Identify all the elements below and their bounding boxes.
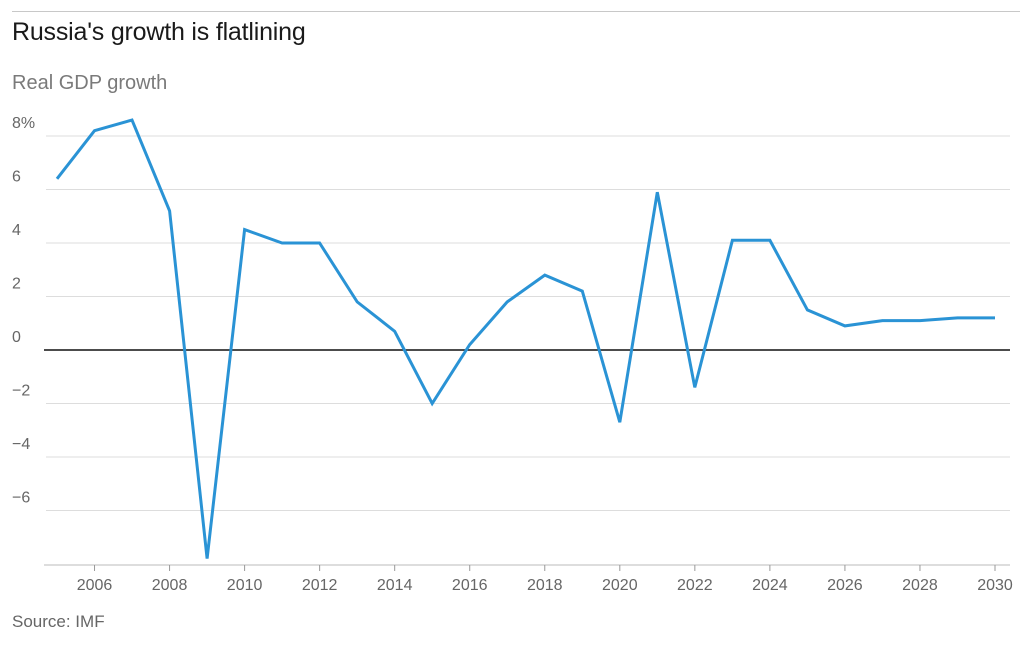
y-tick-label: −6 — [12, 490, 30, 507]
series-layer — [55, 118, 995, 559]
y-tick-label: 0 — [12, 329, 21, 346]
y-tick-label: 4 — [12, 222, 21, 239]
x-tick-label: 2006 — [77, 577, 113, 594]
x-tick-label: 2022 — [677, 577, 713, 594]
x-tick-label: 2014 — [377, 577, 413, 594]
x-tick-label: 2020 — [602, 577, 638, 594]
x-axis-ticks: 2006 2008 2010 2012 2014 2016 2018 2020 2022 2024… — [77, 565, 1013, 594]
y-tick-label: −2 — [12, 383, 30, 400]
gridlines — [44, 135, 1010, 566]
y-tick-label: 8% — [12, 115, 35, 132]
y-tick-label: 2 — [12, 276, 21, 293]
x-tick-label: 2016 — [452, 577, 488, 594]
x-tick-label: 2010 — [227, 577, 263, 594]
x-tick-label: 2012 — [302, 577, 338, 594]
x-tick-label: 2018 — [527, 577, 563, 594]
y-axis-ticks: 8% 6 4 2 0 −2 −4 −6 — [12, 115, 35, 507]
x-tick-label: 2030 — [977, 577, 1013, 594]
chart-title: Russia's growth is flatlining — [12, 18, 306, 46]
x-tick-label: 2028 — [902, 577, 938, 594]
gdp-growth-series-line — [55, 118, 995, 559]
x-tick-label: 2008 — [152, 577, 188, 594]
chart-subtitle: Real GDP growth — [12, 72, 168, 94]
y-tick-label: −4 — [12, 436, 30, 453]
y-tick-label: 6 — [12, 169, 21, 186]
x-tick-label: 2026 — [827, 577, 863, 594]
top-rule — [12, 11, 1020, 12]
x-tick-label: 2024 — [752, 577, 788, 594]
source-note: Source: IMF — [12, 612, 105, 631]
